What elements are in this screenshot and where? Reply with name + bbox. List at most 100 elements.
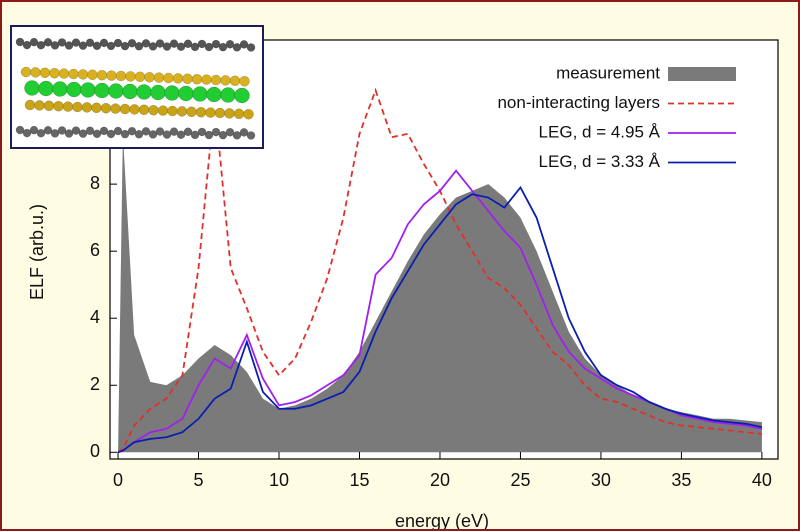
atom	[34, 100, 45, 111]
atom	[229, 75, 241, 87]
atom	[134, 71, 146, 83]
y-axis-label: ELF (arb.u.)	[27, 204, 47, 300]
atom	[234, 87, 250, 104]
atom	[71, 126, 81, 135]
atom	[220, 75, 231, 86]
atom	[162, 130, 172, 139]
atom	[22, 40, 32, 50]
atom	[155, 39, 165, 48]
atom	[125, 71, 136, 82]
atom	[113, 38, 123, 48]
atom	[113, 126, 123, 136]
atom	[43, 126, 53, 135]
atom	[127, 38, 137, 48]
x-tick-label: 30	[591, 470, 611, 490]
atom	[211, 127, 221, 137]
x-tick-label: 0	[113, 470, 123, 490]
atom	[206, 86, 222, 103]
atom	[201, 74, 212, 85]
atom	[110, 103, 121, 114]
atom	[64, 41, 74, 50]
atom	[148, 42, 158, 51]
atom	[78, 129, 88, 138]
atom	[232, 43, 242, 52]
x-tick-label: 20	[430, 470, 450, 490]
y-tick-label: 2	[90, 374, 100, 394]
atom	[169, 39, 179, 48]
atom	[239, 40, 249, 49]
atom	[29, 37, 39, 47]
atom	[138, 104, 150, 116]
atom	[167, 105, 178, 117]
x-tick-label: 5	[194, 470, 204, 490]
atom	[190, 130, 200, 140]
atom	[115, 70, 127, 82]
frame	[109, 39, 779, 460]
legend-label: LEG, d = 3.33 Å	[539, 152, 661, 171]
atom	[58, 68, 70, 79]
atom	[204, 130, 214, 140]
atom	[190, 42, 200, 52]
atom	[178, 85, 194, 102]
atom	[87, 69, 98, 81]
atom	[218, 130, 228, 140]
atom	[141, 39, 151, 48]
atom	[214, 107, 226, 119]
atom	[15, 125, 25, 135]
area	[118, 133, 762, 453]
atom	[144, 71, 155, 83]
atom	[30, 67, 41, 78]
atom	[92, 129, 102, 139]
atom	[36, 128, 46, 138]
atom	[85, 38, 95, 47]
atom	[210, 74, 222, 86]
x-axis-label: energy (eV)	[395, 511, 489, 529]
atom	[225, 40, 235, 49]
atom	[53, 100, 64, 112]
y-tick-label: 4	[90, 307, 100, 327]
atom	[66, 81, 82, 98]
atom	[39, 67, 51, 79]
atom	[106, 129, 116, 139]
atom	[220, 87, 236, 103]
atom	[120, 41, 130, 51]
atom	[106, 41, 116, 51]
atom	[233, 108, 245, 120]
atom	[50, 41, 60, 50]
legend-label: non-interacting layers	[497, 93, 660, 112]
y-tick-label: 8	[90, 173, 100, 193]
atom	[186, 106, 197, 118]
atom	[176, 42, 186, 51]
atom	[204, 42, 214, 52]
atom	[78, 41, 88, 50]
atom	[246, 43, 256, 52]
atom	[127, 126, 137, 136]
x-tick-label: 10	[269, 470, 289, 490]
atom	[62, 101, 74, 112]
atom	[50, 129, 60, 138]
atom	[157, 105, 169, 116]
atom	[183, 39, 193, 49]
atom	[169, 127, 179, 136]
atom	[64, 129, 74, 138]
x-tick-label: 25	[510, 470, 530, 490]
x-tick-label: 35	[671, 470, 691, 490]
atom	[52, 81, 68, 97]
atom	[150, 84, 166, 101]
atom	[94, 82, 110, 99]
atom	[205, 107, 216, 118]
atom	[100, 102, 112, 114]
atom	[163, 72, 174, 84]
atom	[29, 125, 39, 135]
atom	[164, 85, 180, 101]
atom	[211, 39, 221, 49]
atom	[182, 73, 193, 85]
atom	[72, 101, 83, 113]
atom	[148, 104, 159, 116]
atom	[176, 130, 186, 139]
atom	[22, 128, 32, 138]
y-tick-label: 0	[90, 441, 100, 461]
atom	[24, 99, 36, 111]
atom	[91, 102, 102, 114]
